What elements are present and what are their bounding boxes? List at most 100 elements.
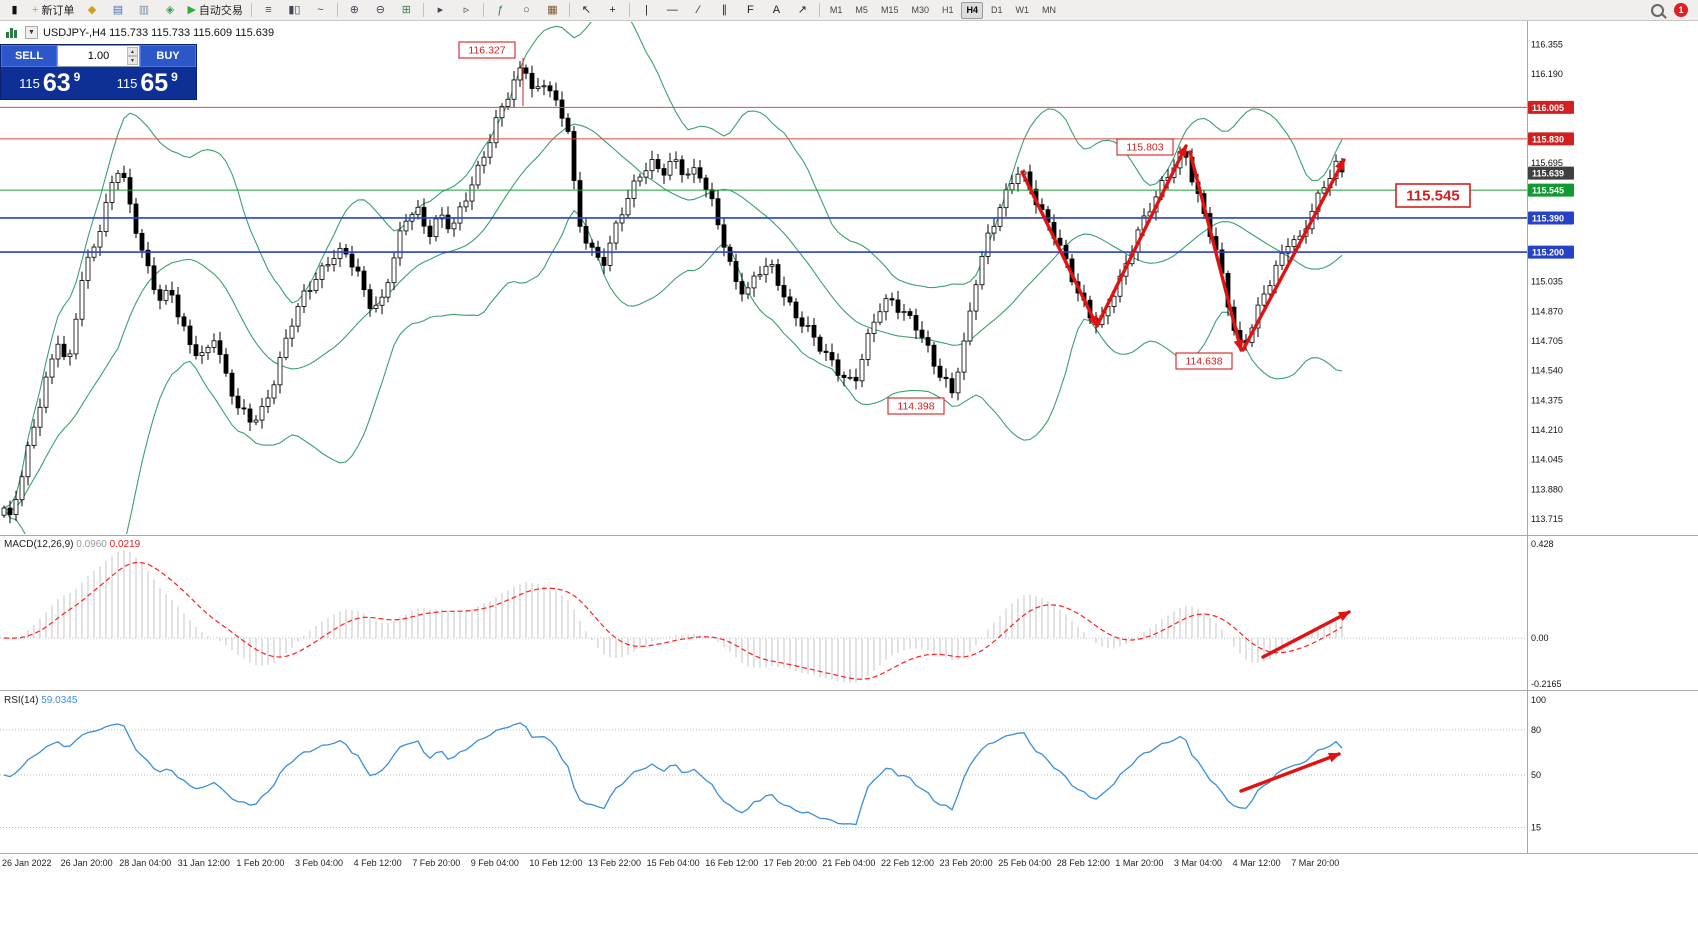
candle-body [67,353,73,357]
candle-body [277,357,283,386]
trend-arrow[interactable] [1261,610,1351,659]
macd-name: MACD(12,26,9) [4,539,74,550]
candle-body [415,206,421,216]
timeframe-m15-button[interactable]: M15 [880,5,899,15]
bid-int: 115 [19,75,40,91]
timeframe-h4-button[interactable]: H4 [961,1,983,19]
zoom-out-button[interactable]: ⊖ [368,1,393,20]
timeframe-m30-button[interactable]: M30 [911,5,929,15]
time-axis-label: 26 Jan 20:00 [61,858,113,868]
label-115-545-target[interactable]: 115.545 [1395,183,1471,208]
candle-body [943,376,949,380]
trend-arrow[interactable] [1095,144,1188,328]
candle-body [205,346,211,354]
arrows-button[interactable]: ↗ [790,1,815,20]
timeframe-mn-button[interactable]: MN [1042,5,1057,15]
auto-scroll-button[interactable]: ▸ [428,1,453,20]
horizontal-line-button[interactable]: — [660,1,685,20]
trend-arrow[interactable] [1188,150,1244,352]
chart-shift-button[interactable]: ▹ [454,1,479,20]
label-116-327[interactable]: 116.327 [458,41,524,106]
candlestick-chart-button[interactable]: ▮▯ [282,1,307,20]
periods-icon: ○ [523,3,530,16]
candle-body [535,86,541,89]
chart-dropdown-button[interactable]: ▼ [25,26,38,39]
cursor-icon: ↖ [581,3,592,16]
autotrading-button[interactable]: ▶ 自动交易 [183,1,246,20]
market-watch-button[interactable]: ▤ [105,1,130,20]
trend-arrow[interactable] [1241,158,1346,352]
candle-body [259,406,265,421]
candle-body [199,352,205,357]
candle-body [883,298,889,313]
candle-body [163,289,169,301]
zoom-in-button[interactable]: ⊕ [342,1,367,20]
buy-button[interactable]: BUY [140,45,196,67]
trend-arrow[interactable] [1020,170,1099,328]
candle-body [7,507,13,515]
candle-body [151,265,157,291]
crosshair-button[interactable]: + [600,1,625,20]
candle-body [895,299,901,313]
candle-body [127,177,133,205]
fibonacci-button[interactable]: F [738,1,763,20]
candle-body [529,72,535,89]
label-114-398[interactable]: 114.398 [887,397,945,415]
candle-body [115,172,121,183]
volume-down-button[interactable]: ▼ [127,56,138,65]
time-axis-label: 31 Jan 12:00 [178,858,230,868]
periods-button[interactable]: ○ [514,1,539,20]
indicators-button[interactable]: ƒ [488,1,513,20]
app-menu-button[interactable]: ▮ [2,1,27,20]
timeframe-w1-button[interactable]: W1 [1015,5,1030,15]
cursor-button[interactable]: ↖ [574,1,599,20]
candle-body [145,249,151,267]
search-icon[interactable] [1651,3,1664,17]
new-order-button[interactable]: + 新订单 [28,1,78,20]
price-tick-label: 113.880 [1531,484,1563,494]
price-tag-116.005: 116.005 [1528,100,1574,114]
data-window-icon: ▥ [138,3,150,16]
text-button[interactable]: A [764,1,789,20]
label-114-638[interactable]: 114.638 [1175,352,1233,370]
templates-icon: ▦ [547,3,558,16]
tile-windows-button[interactable]: ⊞ [394,1,419,20]
label-115-803[interactable]: 115.803 [1116,138,1174,156]
templates-button[interactable]: ▦ [540,1,565,20]
candle-body [673,159,679,162]
navigator-button[interactable]: ◈ [157,1,182,20]
candle-body [427,225,433,238]
vertical-line-button[interactable]: | [634,1,659,20]
candle-body [877,311,883,323]
toolbar-separator [336,3,338,17]
candle-body [103,202,109,232]
bid-price[interactable]: 115 63 9 [1,67,99,99]
timeframe-d1-button[interactable]: D1 [991,5,1003,15]
notification-badge[interactable]: 1 [1674,3,1688,17]
volume-up-button[interactable]: ▲ [127,47,138,56]
trend-arrow[interactable] [1239,752,1341,793]
timeframe-h1-button[interactable]: H1 [941,5,954,15]
line-chart-button[interactable]: ~ [308,1,333,20]
candle-body [301,290,307,307]
time-axis-label: 7 Mar 20:00 [1291,858,1339,868]
auto-scroll-icon: ▸ [437,3,444,16]
ask-price[interactable]: 115 65 9 [99,67,197,99]
volume-input[interactable]: 1.00 ▲ ▼ [57,45,140,67]
ask-pip: 9 [171,70,178,84]
candle-body [679,159,685,176]
equidistant-channel-button[interactable]: ∥ [712,1,737,20]
sell-button[interactable]: SELL [1,45,57,67]
candle-body [919,329,925,338]
candle-body [337,247,343,260]
trendline-button[interactable]: ∕ [686,1,711,20]
timeframe-m5-button[interactable]: M5 [855,5,868,15]
price-tick-label: 114.705 [1531,336,1563,346]
horizontal-line-icon: — [666,3,678,16]
data-window-button[interactable]: ▥ [131,1,156,20]
timeframe-m1-button[interactable]: M1 [829,5,843,15]
bar-chart-button[interactable]: ≡ [256,1,281,20]
svg-text:114.638: 114.638 [1185,356,1222,368]
charts-button[interactable]: ◆ [79,1,104,20]
